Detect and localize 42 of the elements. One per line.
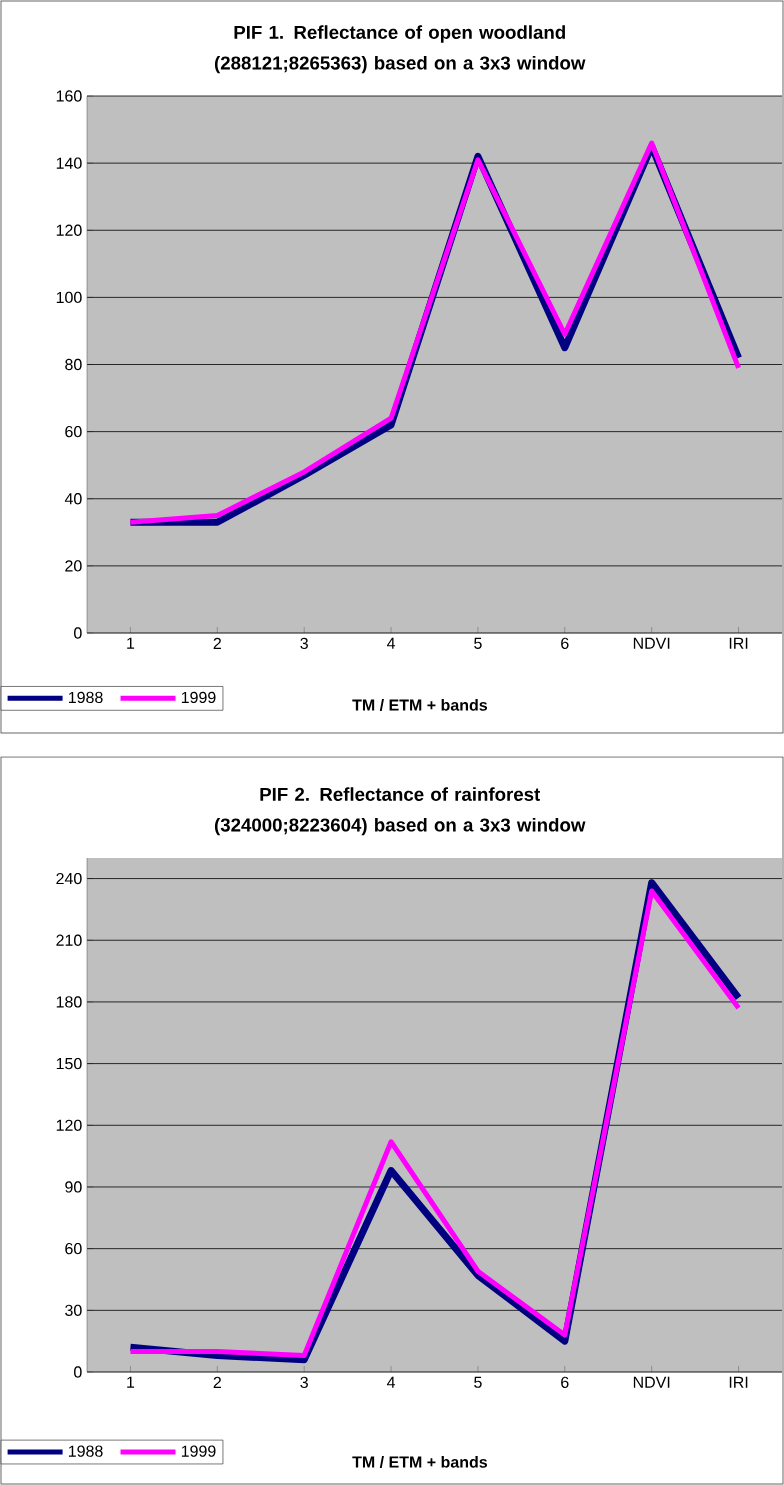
y-tick-label: 30 (65, 1304, 82, 1316)
y-tick-label: 60 (65, 425, 82, 438)
y-tick-label: 100 (56, 291, 82, 304)
y-tick-label: 140 (56, 157, 82, 169)
x-tick-label: 6 (561, 1376, 569, 1389)
x-tick-label: 3 (300, 1376, 308, 1389)
x-tick-label: NDVI (633, 637, 670, 649)
y-tick-label: 80 (65, 358, 82, 371)
legend-label: 1988 (68, 691, 103, 704)
x-tick-label: IRI (729, 637, 748, 649)
x-tick-label: 3 (300, 637, 308, 650)
chart-title: PIF 2. Reflectance of rainforest (324000;8223604) based on a 3x3 window (214, 787, 586, 836)
legend-label: 1988 (68, 1445, 103, 1457)
x-tick-label: IRI (729, 1376, 748, 1388)
y-tick-label: 120 (56, 1119, 82, 1131)
x-tick-label: NDVI (633, 1376, 670, 1388)
legend-label: 1999 (181, 691, 216, 704)
x-tick-label: 4 (386, 1376, 396, 1388)
y-tick-label: 120 (56, 224, 82, 236)
x-tick-label: 2 (213, 637, 221, 649)
x-tick-label: 5 (474, 637, 482, 649)
y-tick-label: 60 (65, 1242, 82, 1255)
y-tick-label: 0 (74, 1366, 82, 1378)
x-tick-label: 4 (386, 637, 396, 649)
legend-label: 1999 (181, 1445, 216, 1457)
x-axis-title: TM / ETM + bands (352, 699, 488, 711)
y-tick-label: 240 (56, 872, 82, 885)
x-tick-label: 1 (127, 1376, 135, 1388)
y-tick-label: 40 (64, 493, 82, 505)
x-tick-label: 1 (127, 637, 135, 649)
y-tick-label: 20 (65, 560, 82, 572)
y-tick-label: 90 (65, 1181, 82, 1193)
x-tick-label: 6 (561, 637, 569, 650)
y-tick-label: 150 (56, 1057, 82, 1070)
x-tick-label: 2 (213, 1376, 221, 1388)
y-tick-label: 180 (56, 996, 82, 1008)
chart-title: PIF 1. Reflectance of open woodland (288121;8265363) based on a 3x3 window (214, 25, 586, 74)
x-axis-title: TM / ETM + bands (352, 1456, 488, 1468)
y-tick-label: 0 (74, 627, 82, 639)
x-tick-label: 5 (474, 1376, 482, 1388)
y-tick-label: 160 (56, 90, 82, 102)
y-tick-label: 210 (56, 934, 82, 946)
